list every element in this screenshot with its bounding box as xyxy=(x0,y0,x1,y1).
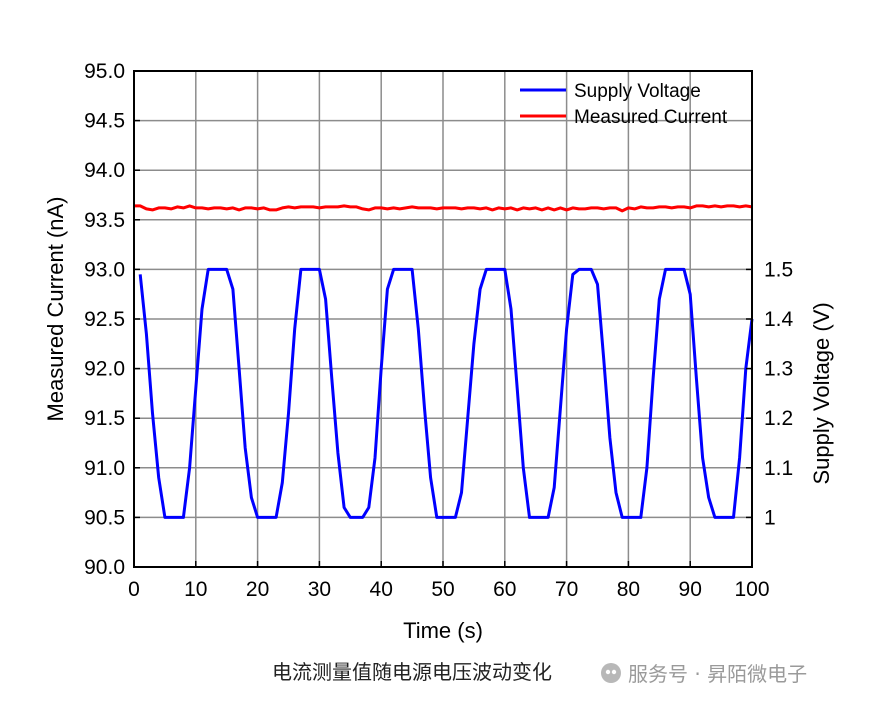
wechat-icon xyxy=(601,662,621,683)
y-left-tick-label: 92.0 xyxy=(84,358,125,381)
x-tick-label: 20 xyxy=(246,578,269,601)
x-axis-title: Time (s) xyxy=(403,618,483,643)
x-tick-label: 10 xyxy=(184,578,207,601)
figure-caption: 电流测量值随电源电压波动变化 xyxy=(272,660,552,684)
y-left-tick-label: 93.0 xyxy=(84,258,125,281)
y-left-tick-label: 90.5 xyxy=(84,506,125,529)
x-tick-labels: 0 10 20 30 40 50 60 70 80 90 100 xyxy=(128,578,769,601)
supply-voltage-line xyxy=(138,267,754,519)
measured-current-line xyxy=(134,204,753,213)
y-left-tick-label: 90.0 xyxy=(84,556,125,579)
y-right-tick-label: 1.4 xyxy=(764,308,794,331)
y-left-tick-label: 91.5 xyxy=(84,407,125,430)
grid-lines xyxy=(134,71,752,567)
legend-label: Measured Current xyxy=(574,107,728,128)
x-tick-label: 60 xyxy=(493,578,516,601)
y-right-tick-labels: 1 1.1 1.2 1.3 1.4 1.5 xyxy=(764,258,794,529)
y-left-tick-label: 93.5 xyxy=(84,209,125,232)
series-group xyxy=(134,204,754,519)
x-tick-label: 40 xyxy=(370,578,393,601)
chart: 0 10 20 30 40 50 60 70 80 90 100 90.090.591.091.59… xyxy=(43,60,834,643)
x-tick-label: 30 xyxy=(308,578,331,601)
watermark-text: 服务号 · 昇陌微电子 xyxy=(628,662,808,686)
x-tick-label: 80 xyxy=(617,578,640,601)
y-right-tick-label: 1.3 xyxy=(764,358,793,381)
legend: Supply Voltage Measured Current xyxy=(520,81,728,128)
y-left-tick-label: 92.5 xyxy=(84,308,125,331)
y-right-tick-label: 1.5 xyxy=(764,258,793,281)
x-tick-label: 100 xyxy=(734,578,769,601)
y-right-tick-label: 1.2 xyxy=(764,407,793,430)
legend-label: Supply Voltage xyxy=(574,81,701,102)
tick-marks xyxy=(133,70,753,568)
x-tick-label: 70 xyxy=(555,578,578,601)
y-left-axis-title: Measured Current (nA) xyxy=(43,197,68,422)
x-tick-label: 0 xyxy=(128,578,140,601)
y-right-axis-title: Supply Voltage (V) xyxy=(809,302,834,484)
y-left-tick-label: 91.0 xyxy=(84,457,125,480)
watermark: 服务号 · 昇陌微电子 xyxy=(600,658,807,687)
y-left-tick-labels: 90.0 90.5 91.0 91.5 92.0 92.5 93.0 93.5 94.0 94.5… xyxy=(84,60,125,579)
x-tick-label: 90 xyxy=(679,578,702,601)
y-left-tick-label: 94.5 xyxy=(84,110,125,133)
y-left-tick-label: 95.0 xyxy=(84,60,125,83)
y-right-tick-label: 1.1 xyxy=(764,457,793,480)
y-left-tick-label: 94.0 xyxy=(84,159,125,182)
y-right-tick-label: 1 xyxy=(764,506,776,529)
x-tick-label: 50 xyxy=(431,578,454,601)
